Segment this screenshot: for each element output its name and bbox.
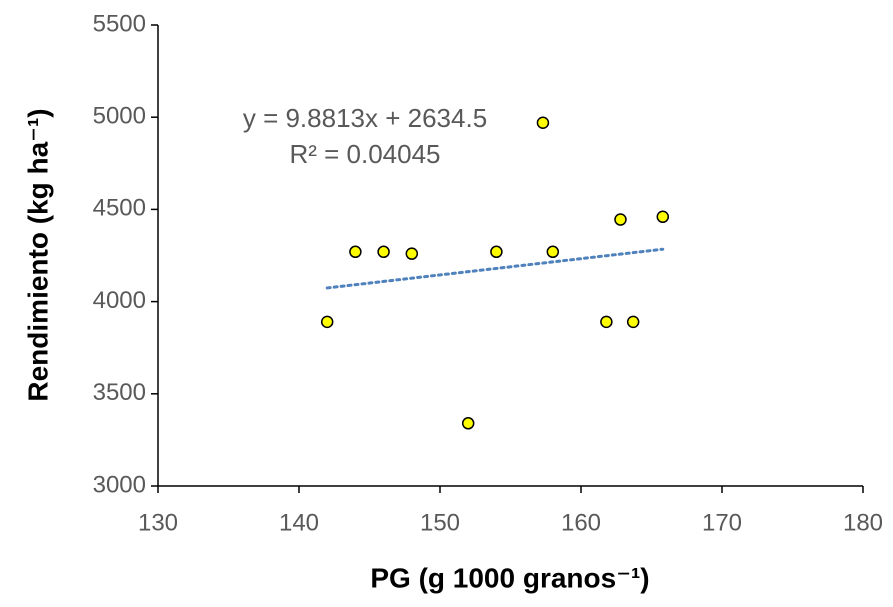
point xyxy=(349,245,362,259)
point xyxy=(377,245,390,259)
y-tick-label: 4500 xyxy=(93,195,146,222)
x-tick-label: 140 xyxy=(279,509,319,536)
x-tick-label: 180 xyxy=(843,509,883,536)
x-tick-label: 160 xyxy=(561,509,601,536)
trendline xyxy=(325,247,665,290)
y-tick-label: 5000 xyxy=(93,103,146,130)
point xyxy=(320,315,334,329)
point xyxy=(461,417,475,430)
point xyxy=(626,315,640,329)
point xyxy=(614,213,627,226)
trendline-equation: y = 9.8813x + 2634.5 xyxy=(243,103,487,133)
x-tick-label: 130 xyxy=(138,509,178,536)
x-tick-label: 170 xyxy=(702,509,742,536)
point xyxy=(490,245,503,259)
point xyxy=(656,210,670,224)
y-tick-label: 3000 xyxy=(93,471,146,498)
y-axis-title: Rendimiento (kg ha⁻¹) xyxy=(22,108,53,401)
point xyxy=(536,116,550,129)
point xyxy=(405,247,419,260)
point xyxy=(546,245,560,259)
r-squared: R² = 0.04045 xyxy=(289,139,440,169)
y-tick-label: 4000 xyxy=(93,287,146,314)
x-axis-title: PG (g 1000 granos⁻¹) xyxy=(370,562,649,593)
point xyxy=(600,315,613,329)
x-tick-label: 150 xyxy=(420,509,460,536)
y-tick-label: 3500 xyxy=(93,379,146,406)
y-tick-label: 5500 xyxy=(93,10,146,37)
